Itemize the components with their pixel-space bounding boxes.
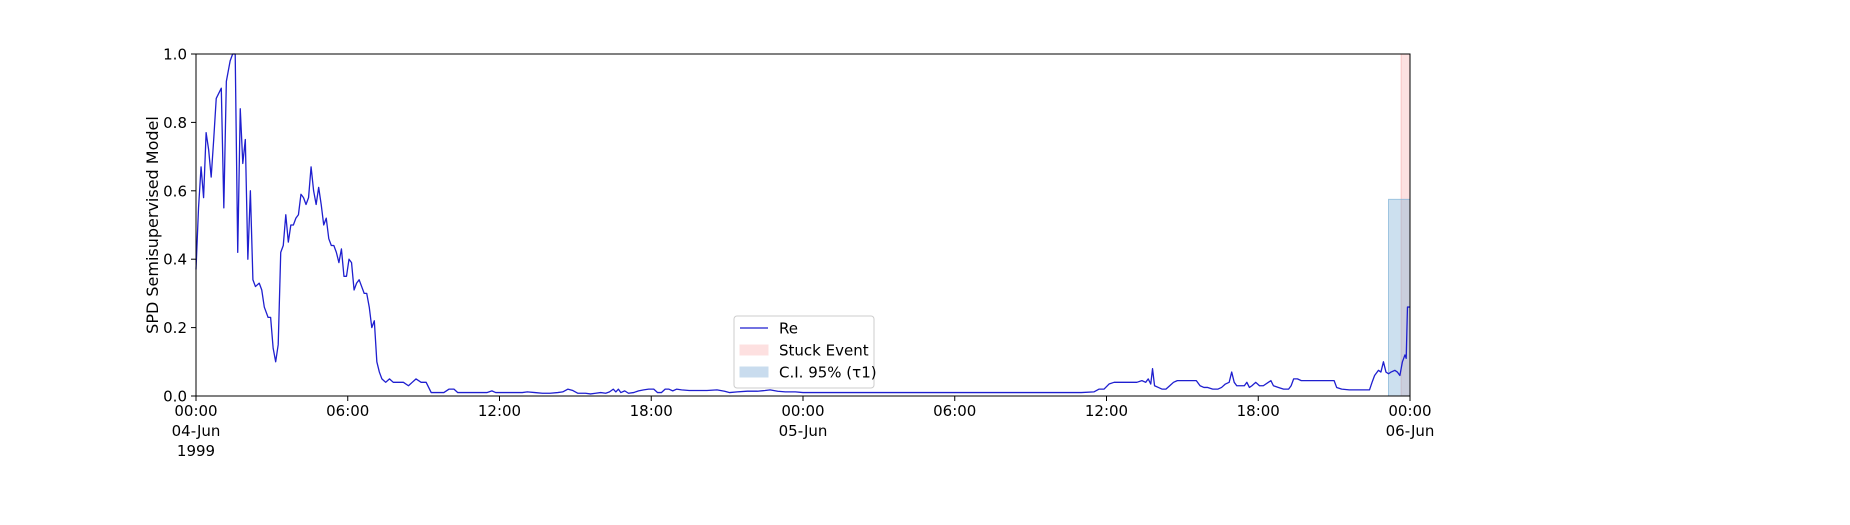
x-tick-label: 00:00 — [174, 402, 217, 420]
legend-label: Stuck Event — [779, 342, 869, 360]
x-tick-label: 18:00 — [1237, 402, 1280, 420]
x-tick-label: 18:00 — [630, 402, 673, 420]
x-tick-label: 05-Jun — [779, 422, 828, 440]
plot-frame — [195, 53, 1411, 397]
x-tick-label: 06:00 — [933, 402, 976, 420]
legend-patch-swatch — [739, 366, 769, 378]
legend: Re Stuck Event C.I. 95% (τ1) — [733, 315, 877, 389]
legend-label: Re — [779, 320, 798, 338]
y-tick-label: 0.2 — [163, 319, 187, 337]
x-tick-label: 04-Jun — [172, 422, 221, 440]
x-tick-label: 00:00 — [781, 402, 824, 420]
y-tick-label: 0.6 — [163, 182, 187, 200]
series-line-re — [195, 53, 1410, 395]
x-tick-label: 00:00 — [1388, 402, 1431, 420]
legend-box — [733, 315, 875, 389]
x-tick-label: 06:00 — [326, 402, 369, 420]
y-tick-label: 0.4 — [163, 251, 187, 269]
x-tick-label: 06-Jun — [1386, 422, 1435, 440]
y-tick-label: 1.0 — [163, 46, 187, 64]
axis-ticks: 0.0 0.2 0.4 0.6 0.8 1.0 00:00 04-Jun 1999 06:00 12… — [163, 46, 1434, 461]
x-tick-label: 1999 — [177, 442, 215, 460]
region-1 — [1388, 198, 1411, 397]
y-axis-label: SPD Semisupervised Model — [143, 116, 162, 334]
y-tick-label: 0.0 — [163, 388, 187, 406]
x-tick-label: 12:00 — [478, 402, 521, 420]
x-tick-label: 12:00 — [1085, 402, 1128, 420]
legend-patch-swatch — [739, 344, 769, 356]
y-tick-label: 0.8 — [163, 114, 187, 132]
series-layer — [195, 53, 1410, 395]
legend-label: C.I. 95% (τ1) — [779, 364, 877, 382]
